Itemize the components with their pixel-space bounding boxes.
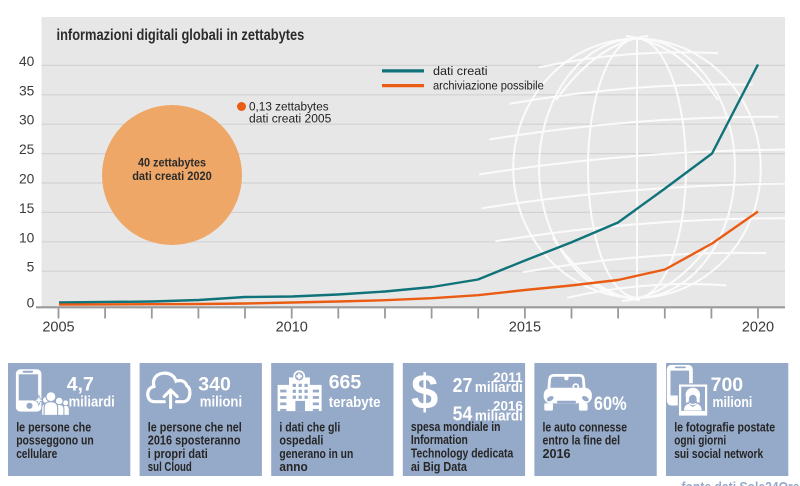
svg-text:le auto connesse: le auto connesse [543, 419, 628, 434]
svg-text:ai Big Data: ai Big Data [411, 459, 467, 474]
svg-text:665: 665 [329, 372, 362, 394]
svg-text:dati creati: dati creati [433, 64, 488, 78]
svg-text:i propri dati: i propri dati [148, 446, 208, 461]
svg-text:Technology dedicata: Technology dedicata [411, 446, 514, 461]
svg-text:60%: 60% [594, 393, 627, 415]
svg-text:milioni: milioni [200, 395, 242, 411]
svg-text:le persone che: le persone che [16, 419, 91, 434]
svg-text:milioni: milioni [713, 395, 753, 411]
svg-text:2016: 2016 [543, 446, 571, 461]
svg-text:fonte dati Sole24Ore: fonte dati Sole24Ore [682, 479, 800, 486]
svg-text:posseggono un: posseggono un [16, 433, 94, 448]
svg-text:40: 40 [19, 54, 35, 69]
svg-text:archiviazione possibile: archiviazione possibile [433, 79, 544, 93]
svg-text:35: 35 [19, 83, 35, 98]
svg-text:2015: 2015 [509, 320, 541, 336]
svg-text:0: 0 [27, 296, 35, 311]
svg-text:generano in un: generano in un [279, 446, 353, 461]
svg-text:cellulare: cellulare [16, 446, 57, 461]
svg-text:anno: anno [279, 459, 307, 474]
svg-text:ospedali: ospedali [279, 433, 323, 448]
svg-text:le fotografie postate: le fotografie postate [674, 419, 775, 434]
svg-text:2005: 2005 [42, 320, 74, 336]
svg-text:miliardi: miliardi [69, 394, 115, 410]
svg-text:2010: 2010 [276, 320, 308, 336]
svg-text:2011: 2011 [493, 369, 523, 385]
svg-text:10: 10 [19, 230, 35, 245]
svg-text:terabyte: terabyte [329, 395, 381, 411]
svg-text:15: 15 [19, 201, 35, 216]
svg-text:i dati che gli: i dati che gli [279, 419, 340, 434]
svg-text:2020: 2020 [742, 320, 774, 336]
svg-text:27: 27 [453, 375, 473, 397]
svg-text:40 zettabytes: 40 zettabytes [138, 155, 206, 169]
svg-text:miliardi: miliardi [475, 409, 523, 425]
svg-text:25: 25 [19, 142, 35, 157]
svg-text:4,7: 4,7 [67, 373, 94, 395]
svg-text:700: 700 [711, 374, 744, 396]
svg-text:sul Cloud: sul Cloud [148, 459, 192, 474]
svg-text:dati creati 2005: dati creati 2005 [249, 112, 332, 126]
svg-text:30: 30 [19, 113, 35, 128]
svg-text:ogni giorni: ogni giorni [674, 433, 726, 448]
svg-text:informazioni digitali globali: informazioni digitali globali in zettaby… [57, 27, 305, 44]
svg-text:le persone che nel: le persone che nel [148, 419, 242, 434]
svg-text:0,13 zettabytes: 0,13 zettabytes [249, 100, 329, 114]
svg-text:Information: Information [411, 432, 468, 447]
svg-text:54: 54 [453, 404, 473, 426]
svg-text:5: 5 [27, 260, 35, 275]
svg-text:sui social network: sui social network [674, 446, 763, 461]
svg-text:2016 sposteranno: 2016 sposteranno [148, 433, 241, 448]
svg-text:340: 340 [198, 373, 231, 395]
svg-text:2016: 2016 [493, 397, 523, 413]
svg-text:spesa mondiale in: spesa mondiale in [411, 419, 501, 434]
svg-text:20: 20 [19, 172, 35, 187]
svg-text:$: $ [411, 366, 438, 420]
svg-text:entro la fine del: entro la fine del [543, 433, 621, 448]
svg-text:dati creati 2020: dati creati 2020 [132, 169, 212, 183]
svg-text:miliardi: miliardi [475, 380, 523, 396]
